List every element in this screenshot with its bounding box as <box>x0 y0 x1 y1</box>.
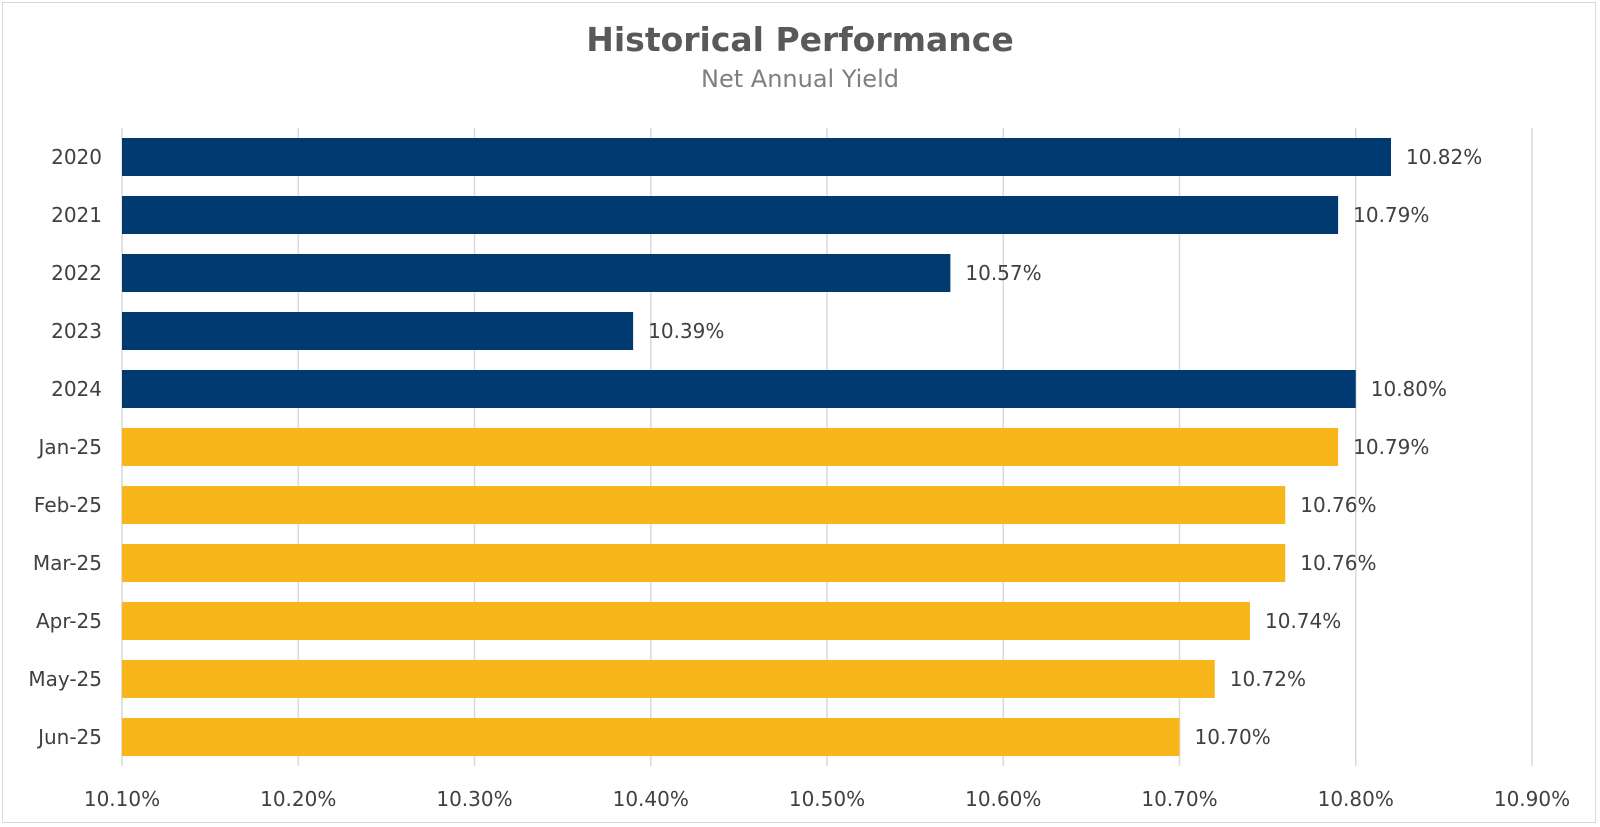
x-tick-label: 10.30% <box>436 787 512 811</box>
data-label: 10.72% <box>1230 667 1306 691</box>
category-label: Jan-25 <box>37 435 103 459</box>
data-label: 10.76% <box>1300 551 1376 575</box>
data-label: 10.80% <box>1371 377 1447 401</box>
category-label: May-25 <box>28 667 102 691</box>
bar <box>122 486 1286 524</box>
x-tick-label: 10.20% <box>260 787 336 811</box>
bar <box>122 370 1356 408</box>
data-label: 10.79% <box>1353 203 1429 227</box>
bar <box>122 718 1180 756</box>
category-label: Mar-25 <box>33 551 102 575</box>
bars <box>122 138 1391 756</box>
category-label: Apr-25 <box>36 609 102 633</box>
category-label: 2021 <box>51 203 102 227</box>
category-label: Feb-25 <box>34 493 102 517</box>
x-tick-label: 10.10% <box>84 787 160 811</box>
x-tick-label: 10.70% <box>1141 787 1217 811</box>
category-label: 2020 <box>51 145 102 169</box>
category-label: 2024 <box>51 377 102 401</box>
bar <box>122 544 1286 582</box>
chart-title: Historical Performance <box>586 20 1014 59</box>
data-label: 10.70% <box>1195 725 1271 749</box>
data-label: 10.39% <box>648 319 724 343</box>
data-label: 10.76% <box>1300 493 1376 517</box>
x-tick-label: 10.60% <box>965 787 1041 811</box>
bar <box>122 138 1391 176</box>
bar <box>122 196 1339 234</box>
category-label: 2023 <box>51 319 102 343</box>
bar <box>122 660 1215 698</box>
bar <box>122 428 1339 466</box>
category-label: 2022 <box>51 261 102 285</box>
data-label: 10.79% <box>1353 435 1429 459</box>
data-label: 10.57% <box>965 261 1041 285</box>
data-label: 10.82% <box>1406 145 1482 169</box>
bar <box>122 312 634 350</box>
x-tick-label: 10.40% <box>613 787 689 811</box>
x-tick-label: 10.80% <box>1318 787 1394 811</box>
chart-subtitle: Net Annual Yield <box>701 65 899 93</box>
bar <box>122 254 951 292</box>
data-label: 10.74% <box>1265 609 1341 633</box>
labels: 10.10% 10.20% 10.30% 10.40% 10.50% 10.60% 10.7… <box>28 145 1570 811</box>
bar <box>122 602 1250 640</box>
x-tick-label: 10.90% <box>1494 787 1570 811</box>
x-tick-label: 10.50% <box>789 787 865 811</box>
category-label: Jun-25 <box>36 725 102 749</box>
